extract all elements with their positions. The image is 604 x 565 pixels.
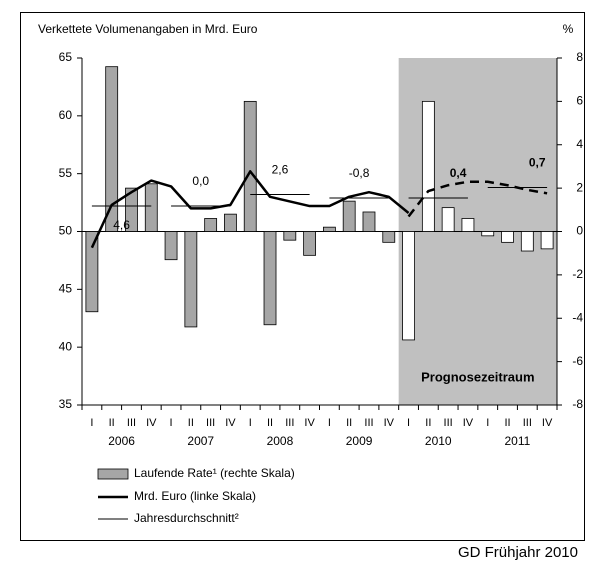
y2-tick-label: 4 xyxy=(576,137,583,151)
y2-tick-label: -8 xyxy=(572,397,583,411)
bar xyxy=(85,231,99,313)
y2-tick-label: -2 xyxy=(572,267,583,281)
x-tick-label: III xyxy=(523,417,532,429)
legend-label: Mrd. Euro (linke Skala) xyxy=(134,489,256,503)
x-tick-label: I xyxy=(486,417,489,429)
y2-tick-label: 0 xyxy=(576,224,583,238)
year-label: 2008 xyxy=(267,434,294,448)
year-label: 2011 xyxy=(505,434,531,448)
bar xyxy=(342,200,356,232)
x-tick-label: III xyxy=(444,417,453,429)
x-tick-label: III xyxy=(127,417,136,429)
x-tick-label: II xyxy=(109,417,115,429)
line xyxy=(407,180,548,218)
annual-growth-label: 0,7 xyxy=(529,156,546,170)
x-tick-label: IV xyxy=(384,417,395,429)
y-tick-label: 50 xyxy=(59,224,73,238)
y2-tick-label: 8 xyxy=(576,50,583,64)
y-tick-label: 40 xyxy=(59,339,73,353)
bar xyxy=(441,207,455,232)
bar xyxy=(402,231,415,341)
frame xyxy=(20,12,585,541)
bar xyxy=(283,231,297,241)
bar xyxy=(105,66,119,232)
x-tick-label: I xyxy=(407,417,410,429)
bar xyxy=(243,100,257,232)
bar xyxy=(540,231,554,250)
bar xyxy=(303,231,317,256)
bar xyxy=(382,231,396,243)
bar xyxy=(322,226,336,232)
y2-tick-label: 2 xyxy=(576,180,583,194)
year-label: 2006 xyxy=(108,434,135,448)
chart-title: Verkettete Volumenangaben in Mrd. Euro xyxy=(38,22,258,36)
bar xyxy=(184,231,198,328)
x-tick-label: II xyxy=(188,417,194,429)
year-label: 2009 xyxy=(346,434,373,448)
bar xyxy=(421,100,435,232)
x-tick-label: I xyxy=(249,417,252,429)
x-tick-label: III xyxy=(364,417,373,429)
annual-growth-label: 0,0 xyxy=(192,174,209,188)
y2-tick-label: 6 xyxy=(576,94,583,108)
annual-growth-label: -0,8 xyxy=(349,166,370,180)
bar xyxy=(125,187,138,232)
x-tick-label: IV xyxy=(304,417,315,429)
bar xyxy=(461,218,475,232)
x-tick-label: II xyxy=(267,417,273,429)
x-tick-label: IV xyxy=(146,417,157,429)
annual-growth-label: 4,6 xyxy=(113,218,130,232)
y-tick-label: 60 xyxy=(59,108,73,122)
x-tick-label: I xyxy=(90,417,93,429)
legend-swatch xyxy=(97,468,129,480)
x-tick-label: IV xyxy=(542,417,553,429)
bar xyxy=(481,231,495,237)
x-tick-label: IV xyxy=(225,417,236,429)
x-tick-label: II xyxy=(504,417,510,429)
year-label: 2007 xyxy=(187,434,214,448)
legend-label: Jahresdurchschnitt² xyxy=(134,511,239,525)
bar xyxy=(224,213,237,232)
y-tick-label: 45 xyxy=(59,282,73,296)
legend-label: Laufende Rate¹ (rechte Skala) xyxy=(134,466,295,480)
x-tick-label: I xyxy=(170,417,173,429)
bar xyxy=(263,231,277,326)
x-tick-label: III xyxy=(206,417,215,429)
x-tick-label: I xyxy=(328,417,331,429)
line xyxy=(90,170,410,249)
bar xyxy=(164,231,178,261)
y-tick-label: 65 xyxy=(59,50,73,64)
x-tick-label: III xyxy=(285,417,294,429)
y-tick-label: 55 xyxy=(59,166,73,180)
forecast-label: Prognosezeitraum xyxy=(421,369,534,384)
x-tick-label: II xyxy=(425,417,431,429)
year-label: 2010 xyxy=(425,434,452,448)
x-tick-label: IV xyxy=(463,417,474,429)
y-tick-label: 35 xyxy=(59,397,73,411)
x-tick-label: II xyxy=(346,417,352,429)
annual-growth-label: 0,4 xyxy=(450,166,467,180)
bar xyxy=(501,231,514,243)
bar xyxy=(362,211,376,232)
y2-tick-label: -4 xyxy=(572,310,583,324)
bar xyxy=(144,183,158,232)
y2-tick-label: -6 xyxy=(572,354,583,368)
bar xyxy=(520,231,534,252)
bar xyxy=(204,218,218,232)
y2-unit: % xyxy=(563,22,574,36)
annual-growth-label: 2,6 xyxy=(272,163,289,177)
footer: GD Frühjahr 2010 xyxy=(458,544,578,561)
